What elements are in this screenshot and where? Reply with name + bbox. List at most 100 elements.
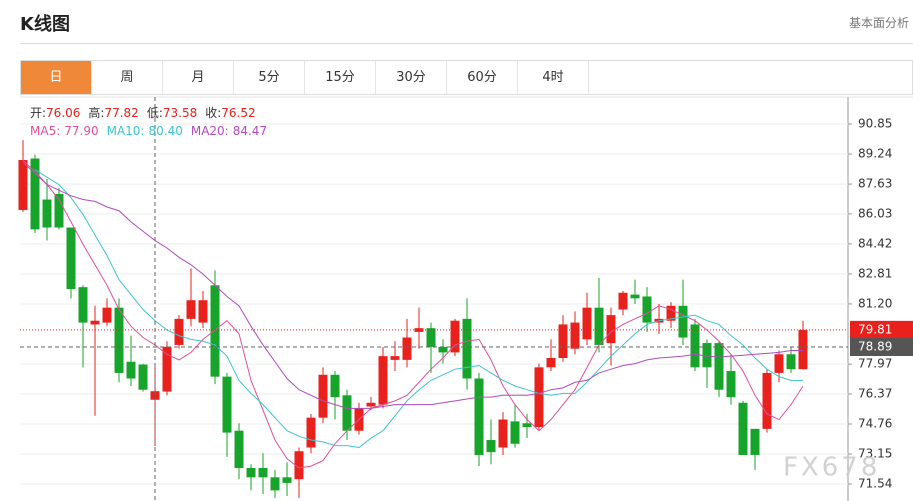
candle-body	[558, 324, 568, 359]
candle-body	[570, 322, 580, 349]
candle	[462, 298, 472, 390]
legend-value: 80.40	[148, 124, 183, 138]
candle	[414, 307, 424, 349]
candle	[30, 154, 40, 234]
candle	[570, 311, 580, 355]
y-tick-label: 73.15	[858, 447, 892, 461]
period-tab[interactable]: 5分	[234, 61, 305, 94]
candle	[66, 227, 76, 299]
candle	[246, 464, 256, 491]
legend-name: MA10:	[106, 124, 145, 138]
candle-body	[522, 423, 532, 427]
candle-body	[438, 346, 448, 353]
candle-body	[150, 391, 160, 400]
candle	[318, 367, 328, 424]
fundamentals-link[interactable]: 基本面分析	[848, 16, 909, 30]
candle-body	[294, 451, 304, 480]
candle-body	[642, 296, 652, 323]
candle	[618, 290, 628, 316]
candle	[678, 279, 688, 345]
candle-body	[498, 419, 508, 448]
readout-value: 73.58	[162, 106, 198, 120]
y-tick-label: 90.85	[858, 117, 892, 131]
candle-body	[162, 346, 172, 392]
candle	[282, 462, 292, 496]
candle	[222, 372, 232, 457]
candle	[474, 372, 484, 467]
candle-body	[18, 160, 28, 210]
period-tab[interactable]: 周	[92, 61, 163, 94]
candle	[354, 402, 364, 435]
y-tick-label: 81.20	[858, 296, 892, 310]
y-tick-label: 89.24	[858, 147, 892, 161]
ma-legend: MA5: 77.90 MA10: 80.40 MA20: 84.47	[30, 122, 275, 140]
y-tick-label: 71.54	[858, 477, 892, 491]
y-tick-label: 87.63	[858, 177, 892, 191]
candle-body	[702, 343, 712, 368]
candle	[630, 279, 640, 304]
candle-body	[42, 199, 52, 228]
candle-body	[714, 343, 724, 390]
candle	[786, 346, 796, 373]
period-tab[interactable]: 月	[163, 61, 234, 94]
readout-value: 77.82	[104, 106, 139, 120]
candle-body	[750, 428, 760, 455]
candle	[78, 285, 88, 368]
candle	[330, 371, 340, 420]
candle-body	[282, 477, 292, 483]
candle	[210, 270, 220, 385]
candle-body	[258, 468, 268, 478]
candle-body	[90, 320, 100, 325]
candle-body	[462, 318, 472, 379]
candle	[234, 423, 244, 480]
candle	[486, 419, 496, 465]
period-tab[interactable]: 4时	[518, 61, 589, 94]
divider	[20, 43, 913, 44]
last-price-label: 79.81	[858, 322, 892, 336]
candle-body	[366, 402, 376, 407]
y-tick-label: 77.97	[858, 357, 892, 371]
candle	[54, 188, 64, 230]
candle	[642, 287, 652, 332]
candle-body	[66, 227, 76, 290]
candle	[186, 268, 196, 327]
period-tab[interactable]: 60分	[447, 61, 518, 94]
legend-name: MA20:	[190, 124, 229, 138]
candle-body	[486, 440, 496, 453]
candle	[342, 389, 352, 441]
candle	[498, 412, 508, 455]
candle-body	[186, 300, 196, 319]
candle-body	[330, 374, 340, 398]
y-tick-label: 74.76	[858, 417, 892, 431]
page-title: K线图	[20, 14, 70, 35]
candle-body	[510, 421, 520, 444]
period-tab[interactable]: 30分	[376, 61, 447, 94]
candle	[102, 298, 112, 327]
candle-body	[126, 361, 136, 379]
candle-body	[390, 356, 400, 360]
period-tab[interactable]: 15分	[305, 61, 376, 94]
readout-value: 76.52	[221, 106, 256, 120]
period-tab[interactable]: 日	[21, 61, 92, 94]
candle-body	[786, 354, 796, 370]
candle-body	[114, 307, 124, 373]
candle	[738, 400, 748, 455]
candle	[126, 335, 136, 386]
candle	[666, 302, 676, 329]
candle-body	[102, 307, 112, 323]
y-tick-label: 84.42	[858, 236, 892, 250]
watermark: FX678	[783, 453, 880, 483]
candle-body	[378, 356, 388, 405]
candle-body	[78, 287, 88, 323]
candle-body	[726, 371, 736, 398]
ohlc-readout: 开:76.06 高:77.82 低:73.58 收:76.52	[30, 104, 275, 122]
candle-body	[630, 294, 640, 299]
candle	[546, 339, 556, 372]
candle	[594, 277, 604, 353]
candle-body	[606, 315, 616, 344]
candle-body	[582, 307, 592, 340]
candle	[438, 339, 448, 364]
candle-body	[426, 328, 436, 347]
